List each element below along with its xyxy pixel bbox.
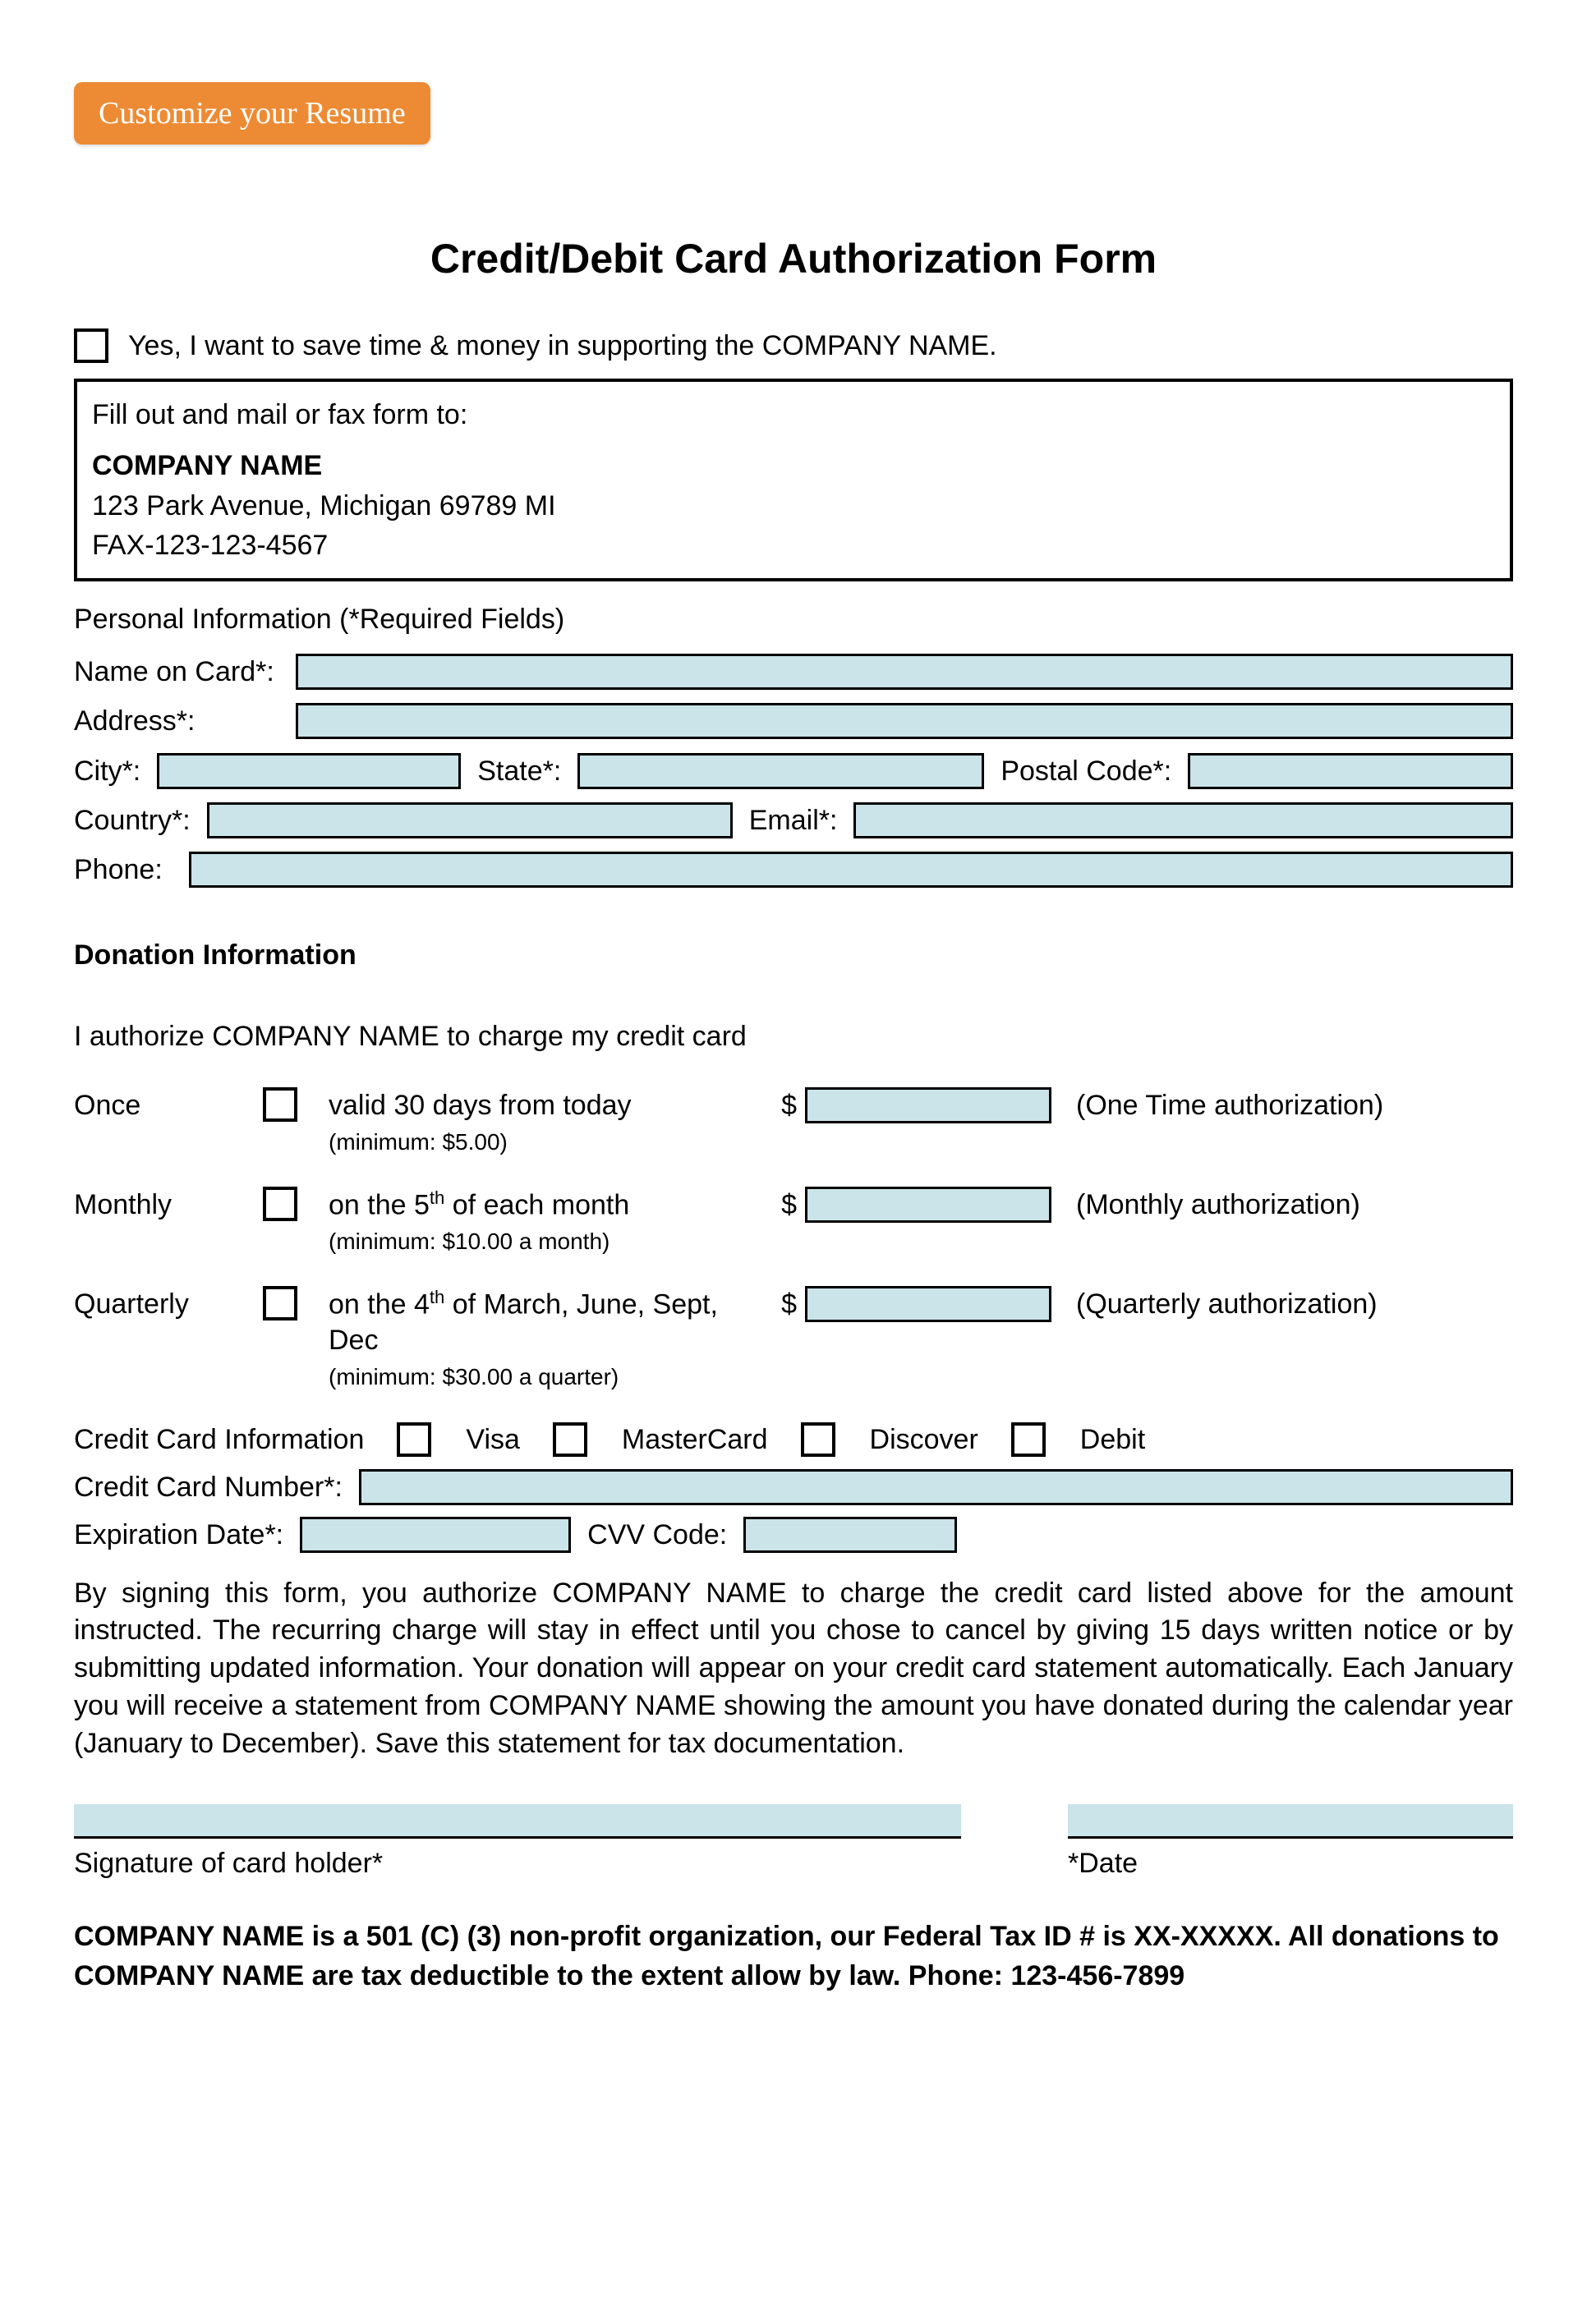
consent-text: Yes, I want to save time & money in supp… <box>128 328 997 364</box>
cvv-input[interactable] <box>743 1517 957 1553</box>
city-state-postal-row: City*: State*: Postal Code*: <box>74 753 1513 789</box>
date-line[interactable] <box>1068 1804 1513 1839</box>
postal-input[interactable] <box>1188 753 1513 789</box>
monthly-dollar: $ <box>772 1187 805 1223</box>
signature-row: Signature of card holder* *Date <box>74 1804 1513 1881</box>
address-input[interactable] <box>296 703 1513 739</box>
quarterly-min: (minimum: $30.00 a quarter) <box>329 1362 772 1392</box>
company-address: 123 Park Avenue, Michigan 69789 MI <box>92 488 1495 524</box>
quarterly-checkbox[interactable] <box>263 1286 297 1320</box>
consent-row: Yes, I want to save time & money in supp… <box>74 328 1513 364</box>
state-input[interactable] <box>577 753 984 789</box>
once-dollar: $ <box>772 1087 805 1123</box>
signature-label: Signature of card holder* <box>74 1845 961 1881</box>
quarterly-note: (Quarterly authorization) <box>1076 1286 1378 1322</box>
discover-checkbox[interactable] <box>801 1422 835 1457</box>
mail-to-box: Fill out and mail or fax form to: COMPAN… <box>74 379 1513 581</box>
cvv-label: CVV Code: <box>587 1517 727 1553</box>
quarterly-desc: on the 4th of March, June, Sept, Dec <box>329 1286 772 1359</box>
donation-once-row: Once valid 30 days from today (minimum: … <box>74 1087 1513 1157</box>
once-note: (One Time authorization) <box>1076 1087 1383 1123</box>
cc-type-row: Credit Card Information Visa MasterCard … <box>74 1421 1513 1458</box>
cc-type-label: Credit Card Information <box>74 1421 364 1458</box>
consent-checkbox[interactable] <box>74 328 108 363</box>
once-desc: valid 30 days from today <box>329 1087 772 1123</box>
authorization-form-page: Customize your Resume Credit/Debit Card … <box>0 0 1587 2324</box>
once-checkbox[interactable] <box>263 1087 297 1122</box>
signature-line[interactable] <box>74 1804 961 1839</box>
cc-exp-row: Expiration Date*: CVV Code: <box>74 1517 1513 1553</box>
personal-info-heading: Personal Information (*Required Fields) <box>74 601 1513 637</box>
once-amount-input[interactable] <box>805 1087 1051 1123</box>
phone-label: Phone: <box>74 852 172 888</box>
email-label: Email*: <box>749 802 838 838</box>
customize-resume-button[interactable]: Customize your Resume <box>74 82 430 145</box>
mastercard-label: MasterCard <box>622 1421 768 1458</box>
email-input[interactable] <box>853 802 1513 838</box>
monthly-min: (minimum: $10.00 a month) <box>329 1227 772 1256</box>
disclaimer-text: By signing this form, you authorize COMP… <box>74 1575 1513 1763</box>
monthly-desc: on the 5th of each month <box>329 1187 772 1224</box>
cc-number-input[interactable] <box>359 1469 1513 1505</box>
quarterly-label: Quarterly <box>74 1286 263 1322</box>
monthly-label: Monthly <box>74 1187 263 1223</box>
cc-number-label: Credit Card Number*: <box>74 1469 343 1505</box>
debit-checkbox[interactable] <box>1011 1422 1046 1457</box>
address-row: Address*: <box>74 703 1513 739</box>
debit-label: Debit <box>1080 1421 1145 1458</box>
phone-row: Phone: <box>74 852 1513 888</box>
country-label: Country*: <box>74 802 191 838</box>
monthly-amount-input[interactable] <box>805 1187 1051 1223</box>
city-input[interactable] <box>157 753 461 789</box>
address-label: Address*: <box>74 703 279 739</box>
donation-monthly-row: Monthly on the 5th of each month (minimu… <box>74 1187 1513 1256</box>
name-label: Name on Card*: <box>74 654 279 690</box>
mail-to-intro: Fill out and mail or fax form to: <box>92 397 1495 433</box>
quarterly-amount-input[interactable] <box>805 1286 1051 1322</box>
company-fax: FAX-123-123-4567 <box>92 527 1495 563</box>
quarterly-dollar: $ <box>772 1286 805 1322</box>
donation-quarterly-row: Quarterly on the 4th of March, June, Sep… <box>74 1286 1513 1392</box>
monthly-note: (Monthly authorization) <box>1076 1187 1360 1223</box>
cc-number-row: Credit Card Number*: <box>74 1469 1513 1505</box>
country-email-row: Country*: Email*: <box>74 802 1513 838</box>
once-min: (minimum: $5.00) <box>329 1128 772 1157</box>
state-label: State*: <box>477 753 561 789</box>
name-input[interactable] <box>296 654 1513 690</box>
footer-text: COMPANY NAME is a 501 (C) (3) non-profit… <box>74 1918 1513 1996</box>
exp-label: Expiration Date*: <box>74 1517 283 1553</box>
name-row: Name on Card*: <box>74 654 1513 690</box>
mastercard-checkbox[interactable] <box>553 1422 587 1457</box>
discover-label: Discover <box>870 1421 978 1458</box>
postal-label: Postal Code*: <box>1000 753 1171 789</box>
donation-intro: I authorize COMPANY NAME to charge my cr… <box>74 1018 1513 1054</box>
company-name: COMPANY NAME <box>92 448 1495 484</box>
form-title: Credit/Debit Card Authorization Form <box>74 235 1513 282</box>
donation-heading: Donation Information <box>74 937 1513 973</box>
visa-label: Visa <box>466 1421 520 1458</box>
country-input[interactable] <box>207 802 733 838</box>
monthly-checkbox[interactable] <box>263 1187 297 1221</box>
visa-checkbox[interactable] <box>397 1422 431 1457</box>
exp-input[interactable] <box>300 1517 571 1553</box>
phone-input[interactable] <box>189 852 1513 888</box>
once-label: Once <box>74 1087 263 1123</box>
city-label: City*: <box>74 753 140 789</box>
date-label: *Date <box>1068 1845 1513 1881</box>
